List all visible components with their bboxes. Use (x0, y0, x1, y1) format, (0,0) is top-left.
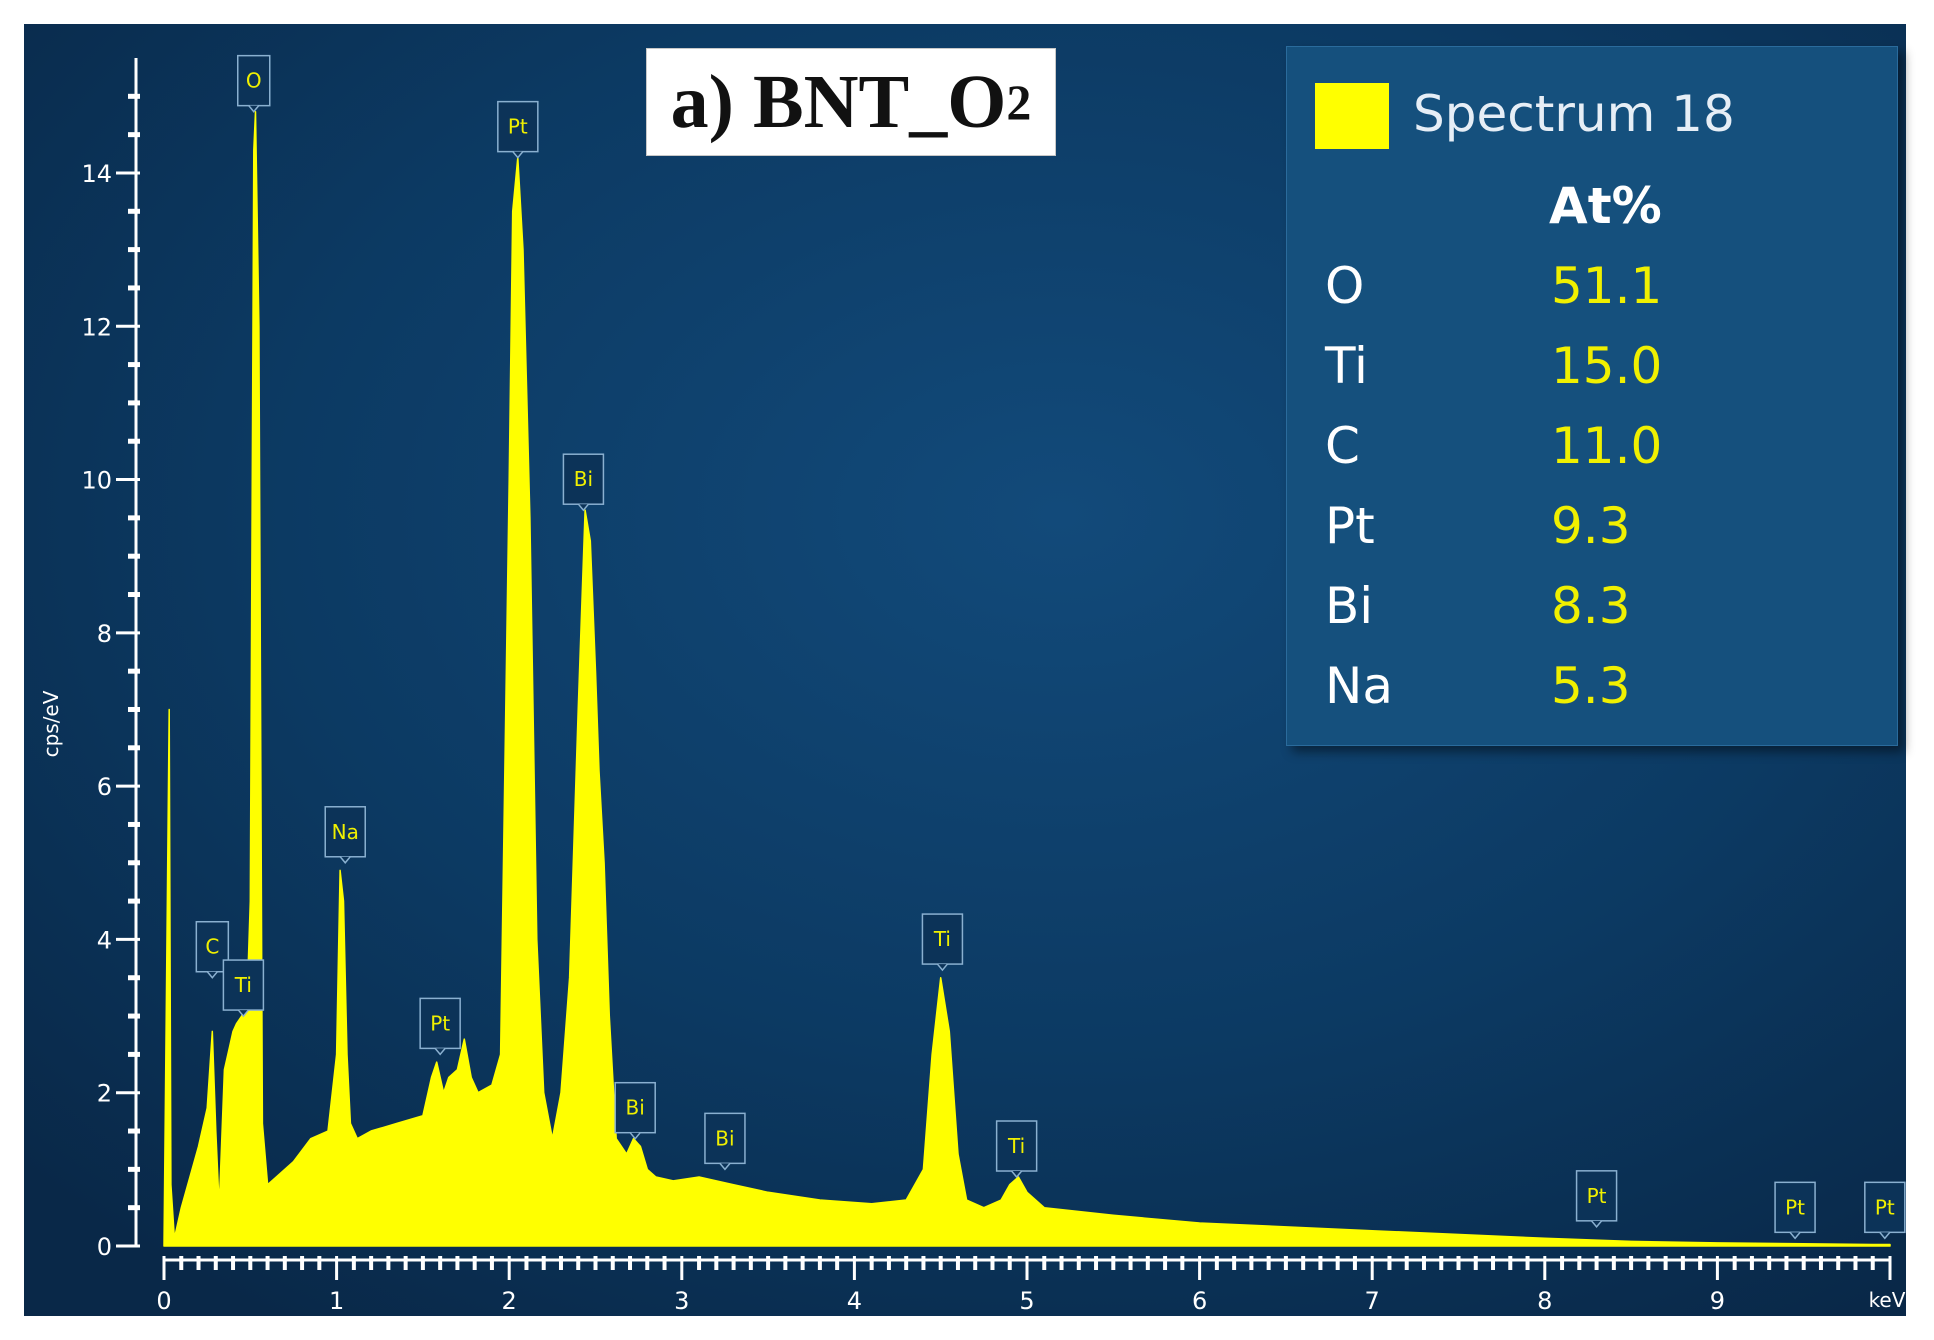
x-axis: 0 1 2 3 4 5 6 7 8 9 (156, 1256, 1892, 1315)
peak-label-box (222, 959, 265, 1011)
peak-label-pointer (1011, 1170, 1023, 1179)
y-tick-label: 12 (81, 313, 112, 341)
composition-legend: Spectrum 18 At% O 51.1 Ti 15.0 C 11.0 Pt… (1286, 46, 1898, 746)
legend-series-name: Spectrum 18 (1413, 85, 1735, 143)
peak-label-box (324, 806, 366, 858)
legend-element: O (1325, 257, 1365, 315)
peak-label-text: Bi (574, 467, 593, 491)
peak-label: Bi (704, 1112, 746, 1171)
y-axis-title: cps/eV (39, 690, 63, 757)
x-tick-label: 2 (502, 1287, 517, 1315)
peak-label-pointer (434, 1047, 446, 1056)
y-tick-label: 4 (97, 926, 112, 954)
x-tick-label: 7 (1365, 1287, 1380, 1315)
peak-label-pointer (719, 1162, 731, 1171)
peak-label-pointer (629, 1132, 641, 1140)
peak-label: Pt (1575, 1170, 1618, 1229)
peak-label: O (237, 54, 271, 113)
x-tick-label: 9 (1710, 1287, 1725, 1315)
x-tick-label: 0 (156, 1287, 171, 1315)
peak-label-pointer (1789, 1231, 1801, 1240)
legend-value: 5.3 (1551, 657, 1631, 715)
y-tick-label: 6 (97, 773, 112, 801)
legend-element: Bi (1325, 577, 1374, 635)
peak-label: Pt (1774, 1181, 1816, 1240)
peak-label-text: Na (332, 820, 359, 844)
peak-label: Na (324, 806, 366, 864)
peak-label-text: C (205, 935, 219, 959)
peak-label-pointer (237, 1009, 249, 1018)
peak-label-box (497, 100, 539, 153)
x-tick-label: 8 (1537, 1287, 1552, 1315)
legend-element: Ti (1325, 337, 1368, 395)
peak-label-box (1864, 1181, 1906, 1234)
x-tick-label: 3 (674, 1287, 689, 1315)
x-tick-label: 6 (1192, 1287, 1207, 1315)
peak-label-box (1774, 1181, 1816, 1234)
peak-label-text: O (246, 69, 262, 93)
peak-label-pointer (512, 151, 524, 159)
peak-label: Ti (222, 959, 265, 1018)
peak-label-pointer (206, 971, 218, 979)
x-axis-title: keV (1869, 1288, 1906, 1312)
y-tick-label: 2 (97, 1080, 112, 1108)
peak-label-text: Ti (234, 973, 252, 997)
peak-label: Pt (1864, 1181, 1906, 1240)
peak-labels: O C Ti Na Pt Pt Bi Bi Bi Ti Ti Pt Pt Pt (195, 54, 1906, 1240)
peak-label-text: Bi (715, 1126, 734, 1150)
peak-label-text: Bi (626, 1096, 645, 1120)
sample-label-subscript: 2 (1006, 74, 1032, 130)
peak-label: Ti (921, 913, 964, 972)
sample-label-text: a) BNT_O (670, 59, 1007, 144)
legend-element: Na (1325, 657, 1394, 715)
peak-label-box (995, 1120, 1038, 1172)
legend-value: 15.0 (1551, 337, 1663, 395)
peak-label: Bi (562, 453, 605, 512)
peak-label-text: Pt (1875, 1195, 1895, 1219)
legend-column-header: At% (1549, 177, 1662, 235)
peak-label: Pt (419, 997, 461, 1056)
legend-value: 51.1 (1551, 257, 1663, 315)
y-tick-label: 14 (81, 160, 112, 188)
peak-label-box (419, 997, 461, 1050)
peak-label-pointer (577, 503, 589, 512)
peak-label-pointer (248, 105, 260, 113)
sample-label: a) BNT_O 2 (646, 48, 1056, 156)
peak-label-pointer (1879, 1231, 1891, 1240)
peak-label-box (237, 54, 271, 107)
peak-label-text: Ti (1007, 1134, 1025, 1158)
peak-label-pointer (1591, 1220, 1603, 1229)
legend-element: C (1325, 417, 1360, 475)
y-tick-label: 8 (97, 620, 112, 648)
x-tick-label: 5 (1019, 1287, 1034, 1315)
y-axis: 0 2 4 6 8 10 12 14 (81, 58, 140, 1261)
peak-label-pointer (339, 856, 351, 864)
legend-value: 8.3 (1551, 577, 1631, 635)
legend-swatch (1315, 83, 1389, 149)
x-tick-label: 1 (329, 1287, 344, 1315)
peak-label-text: Ti (933, 927, 951, 951)
y-tick-label: 10 (81, 467, 112, 495)
peak-label-text: Pt (1587, 1184, 1607, 1208)
peak-label-text: Pt (430, 1011, 450, 1035)
peak-label: Bi (614, 1081, 656, 1140)
x-tick-label: 4 (847, 1287, 862, 1315)
legend-value: 11.0 (1551, 417, 1663, 475)
peak-label-pointer (936, 963, 949, 972)
legend-element: Pt (1325, 497, 1375, 555)
peak-label-text: Pt (508, 115, 528, 139)
peak-label-text: Pt (1785, 1195, 1805, 1219)
spectrum-series (163, 110, 1891, 1247)
peak-label: Pt (497, 100, 539, 159)
legend-value: 9.3 (1551, 497, 1631, 555)
peak-label: Ti (995, 1120, 1038, 1179)
peak-label-box (704, 1112, 746, 1165)
peak-label-box (614, 1081, 656, 1134)
series-layer (163, 110, 1891, 1247)
y-tick-label: 0 (97, 1233, 112, 1261)
